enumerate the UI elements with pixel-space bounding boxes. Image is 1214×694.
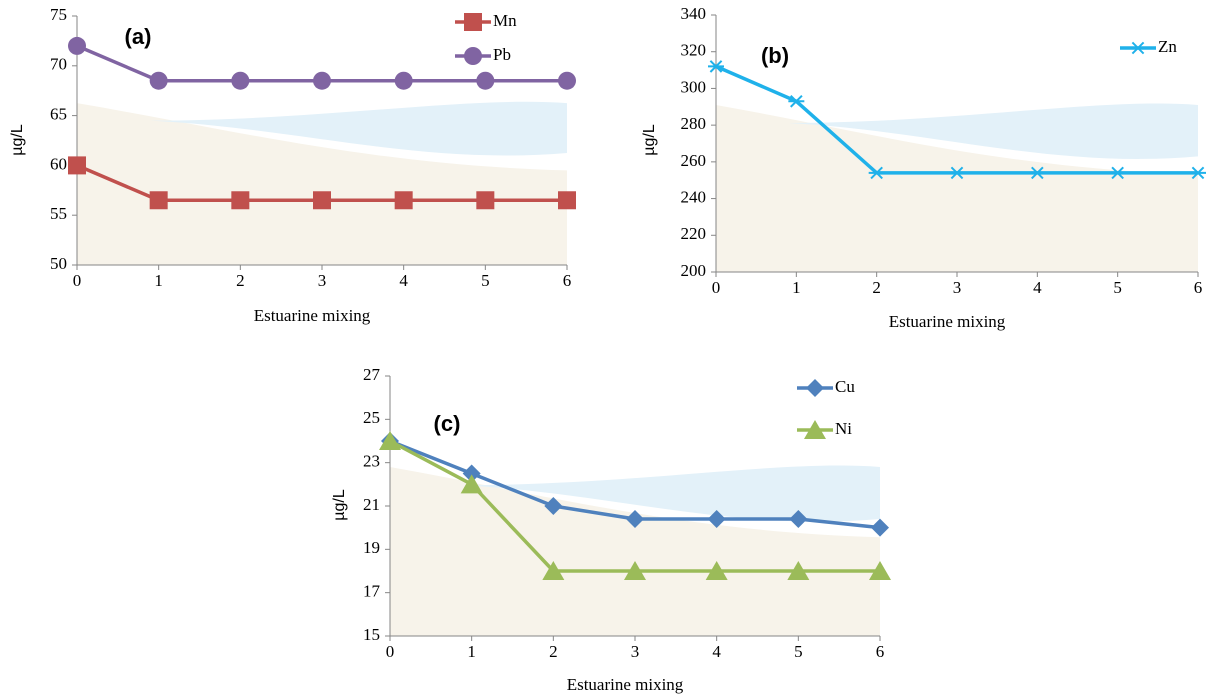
marker bbox=[395, 191, 413, 209]
y-tick-label: 70 bbox=[50, 55, 67, 74]
marker bbox=[558, 72, 576, 90]
y-tick-label: 240 bbox=[681, 187, 707, 206]
legend-marker bbox=[464, 47, 482, 65]
x-tick-label: 4 bbox=[712, 642, 721, 661]
marker bbox=[313, 191, 331, 209]
panel: 200 220 240 260 280 300 320 340 0 1 2 3 4 5 6 Estuarine… bbox=[641, 4, 1206, 331]
x-axis-label: Estuarine mixing bbox=[254, 306, 371, 325]
x-axis-label: Estuarine mixing bbox=[567, 675, 684, 694]
panel-label: (c) bbox=[434, 411, 461, 436]
legend-label: Ni bbox=[835, 419, 852, 438]
x-tick-label: 3 bbox=[631, 642, 640, 661]
y-tick-label: 19 bbox=[363, 538, 380, 557]
legend-label: Pb bbox=[493, 45, 511, 64]
marker bbox=[476, 191, 494, 209]
panel-label: (a) bbox=[125, 24, 152, 49]
x-tick-label: 2 bbox=[549, 642, 558, 661]
x-tick-label: 1 bbox=[154, 271, 163, 290]
y-axis-label: µg/L bbox=[641, 124, 658, 156]
y-tick-label: 300 bbox=[681, 77, 707, 96]
legend-label: Zn bbox=[1158, 37, 1177, 56]
x-tick-label: 4 bbox=[399, 271, 408, 290]
y-tick-label: 21 bbox=[363, 495, 380, 514]
x-tick-label: 1 bbox=[792, 278, 801, 297]
y-tick-label: 280 bbox=[681, 114, 707, 133]
y-tick-label: 200 bbox=[681, 261, 707, 280]
y-axis-label: µg/L bbox=[9, 124, 26, 156]
marker bbox=[150, 191, 168, 209]
legend-marker bbox=[806, 379, 824, 397]
x-tick-label: 5 bbox=[481, 271, 490, 290]
legend-marker bbox=[1130, 42, 1146, 53]
x-tick-label: 0 bbox=[73, 271, 82, 290]
x-tick-label: 2 bbox=[872, 278, 881, 297]
y-tick-label: 75 bbox=[50, 5, 67, 24]
x-tick-label: 3 bbox=[953, 278, 962, 297]
x-tick-label: 0 bbox=[712, 278, 721, 297]
y-tick-label: 220 bbox=[681, 224, 707, 243]
x-tick-label: 4 bbox=[1033, 278, 1042, 297]
marker bbox=[476, 72, 494, 90]
y-axis-label: µg/L bbox=[331, 489, 348, 521]
y-tick-label: 15 bbox=[363, 625, 380, 644]
legend-label: Cu bbox=[835, 377, 855, 396]
marker bbox=[68, 156, 86, 174]
x-tick-label: 6 bbox=[563, 271, 572, 290]
y-tick-label: 27 bbox=[363, 365, 381, 384]
y-tick-label: 260 bbox=[681, 151, 707, 170]
marker bbox=[871, 519, 889, 537]
marker bbox=[68, 37, 86, 55]
marker bbox=[395, 72, 413, 90]
x-tick-label: 3 bbox=[318, 271, 327, 290]
y-tick-label: 320 bbox=[681, 41, 707, 60]
marker bbox=[231, 191, 249, 209]
panel-label: (b) bbox=[761, 43, 789, 68]
y-tick-label: 25 bbox=[363, 408, 380, 427]
x-tick-label: 2 bbox=[236, 271, 245, 290]
x-tick-label: 0 bbox=[386, 642, 395, 661]
y-tick-label: 65 bbox=[50, 105, 67, 124]
x-tick-label: 6 bbox=[1194, 278, 1203, 297]
marker bbox=[558, 191, 576, 209]
figure: 5055606570750123456Estuarine mixingµg/L(… bbox=[0, 0, 1214, 694]
x-tick-label: 5 bbox=[1113, 278, 1122, 297]
x-tick-label: 6 bbox=[876, 642, 885, 661]
y-tick-label: 17 bbox=[363, 582, 381, 601]
x-axis-label: Estuarine mixing bbox=[889, 312, 1006, 331]
y-tick-label: 23 bbox=[363, 452, 380, 471]
y-tick-label: 50 bbox=[50, 254, 67, 273]
legend-label: Mn bbox=[493, 11, 517, 30]
marker bbox=[231, 72, 249, 90]
marker bbox=[313, 72, 331, 90]
panel: 50 55 60 65 70 75 0 1 2 3 4 5 6 Estuarine mixing µg/L (… bbox=[9, 5, 576, 325]
x-tick-label: 5 bbox=[794, 642, 803, 661]
x-tick-label: 1 bbox=[467, 642, 476, 661]
y-tick-label: 340 bbox=[681, 4, 707, 23]
y-tick-label: 55 bbox=[50, 204, 67, 223]
marker bbox=[150, 72, 168, 90]
legend-marker bbox=[464, 13, 482, 31]
y-tick-label: 60 bbox=[50, 154, 67, 173]
